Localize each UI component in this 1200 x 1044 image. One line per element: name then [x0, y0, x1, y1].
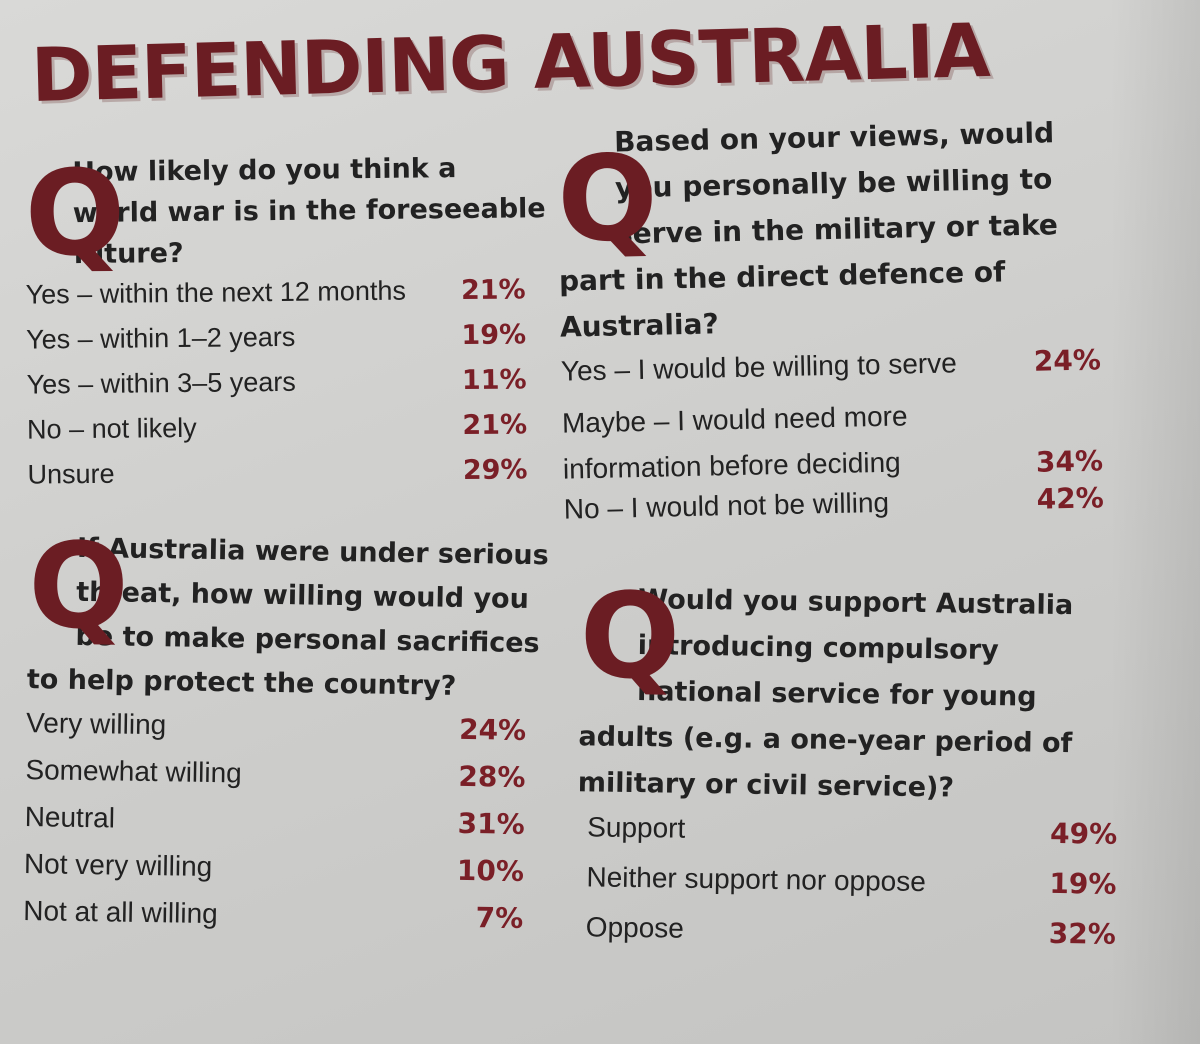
answer-row: Not at all willing 7% [23, 894, 524, 949]
question-line: military or civil service)? [577, 767, 955, 804]
answer-label: Oppose [585, 911, 685, 944]
answer-label: No – I would not be willing [563, 486, 890, 525]
question-world-war: Q How likely do you think a world war is… [24, 143, 546, 504]
question-heading: Q Would you support Australia introducin… [577, 566, 1120, 814]
answer-percentage: 32% [1048, 916, 1116, 951]
answer-percentage: 49% [1049, 816, 1118, 851]
q-letter: Q [555, 128, 660, 269]
answer-label: Neutral [24, 801, 116, 834]
answer-percentage: 10% [456, 853, 525, 888]
answer-percentage: 21% [462, 409, 528, 442]
q-letter: Q [27, 516, 130, 656]
answer-label: Very willing [25, 707, 167, 741]
answer-label: Yes – I would be willing to serve [560, 347, 958, 387]
page-shadow [1110, 0, 1200, 1044]
answer-percentage: 11% [461, 364, 527, 397]
question-willing-to-serve: Q Based on your views, would you persona… [556, 109, 1105, 538]
page-title: DEFENDING AUSTRALIA [30, 7, 991, 119]
answer-percentage: 34% [1035, 444, 1104, 479]
q-letter: Q [578, 566, 682, 706]
answer-label: Neither support nor oppose [586, 861, 927, 898]
answer-row: Neutral 31% [24, 800, 525, 855]
question-personal-sacrifices: Q If Australia were under serious threat… [23, 516, 549, 949]
answer-percentage: 42% [1036, 481, 1105, 516]
answer-row: No – not likely 21% [27, 409, 527, 459]
answer-row: Neither support nor oppose 19% [586, 860, 1117, 917]
answer-label: Yes – within 1–2 years [25, 321, 296, 355]
answer-percentage: 28% [458, 759, 526, 794]
answer-label: Yes – within 3–5 years [26, 366, 296, 400]
answer-percentage: 19% [1049, 866, 1117, 901]
question-heading: Q If Australia were under serious threat… [26, 516, 549, 710]
answer-row: Unsure 29% [27, 454, 527, 504]
answer-percentage: 24% [458, 712, 527, 747]
question-heading: Q Based on your views, would you persona… [556, 109, 1101, 350]
answer-label: Somewhat willing [25, 754, 243, 789]
answer-list: Yes – within the next 12 months 21% Yes –… [26, 274, 528, 504]
answer-row: Yes – within 1–2 years 19% [26, 319, 526, 369]
answer-percentage: 24% [1033, 343, 1102, 378]
answer-percentage: 19% [461, 319, 527, 352]
question-national-service: Q Would you support Australia introducin… [575, 566, 1120, 968]
question-heading: Q How likely do you think a world war is… [24, 143, 546, 283]
answer-row: Oppose 32% [585, 910, 1116, 967]
answer-row: Yes – within 3–5 years 11% [26, 364, 526, 414]
answer-row: Yes – within the next 12 months 21% [26, 274, 526, 324]
answer-label: Not very willing [23, 848, 213, 883]
answer-label: Unsure [27, 458, 115, 490]
answer-percentage: 7% [475, 901, 524, 935]
answer-row: Support 49% [586, 810, 1118, 867]
answer-percentage: 21% [460, 274, 526, 307]
answer-list: Yes – I would be willing to serve 24% May… [561, 343, 1105, 538]
q-letter: Q [24, 143, 126, 283]
answer-row: Maybe – I would need more information be… [562, 389, 1104, 492]
answer-percentage: 31% [457, 806, 525, 841]
answer-percentage: 29% [462, 454, 528, 487]
answer-label: Maybe – I would need more information be… [561, 400, 908, 485]
question-line: adults (e.g. a one-year period of [578, 721, 1073, 760]
answer-list: Very willing 24% Somewhat willing 28% Neut… [23, 706, 527, 949]
answer-row: Somewhat willing 28% [25, 753, 526, 808]
question-line: to help protect the country? [26, 664, 457, 702]
answer-label: Support [586, 811, 686, 844]
answer-row: Very willing 24% [25, 706, 527, 761]
answer-row: Not very willing 10% [23, 847, 525, 902]
answer-label: No – not likely [26, 412, 197, 445]
answer-label: Not at all willing [23, 895, 219, 930]
answer-list: Support 49% Neither support nor oppose 19%… [575, 810, 1118, 968]
